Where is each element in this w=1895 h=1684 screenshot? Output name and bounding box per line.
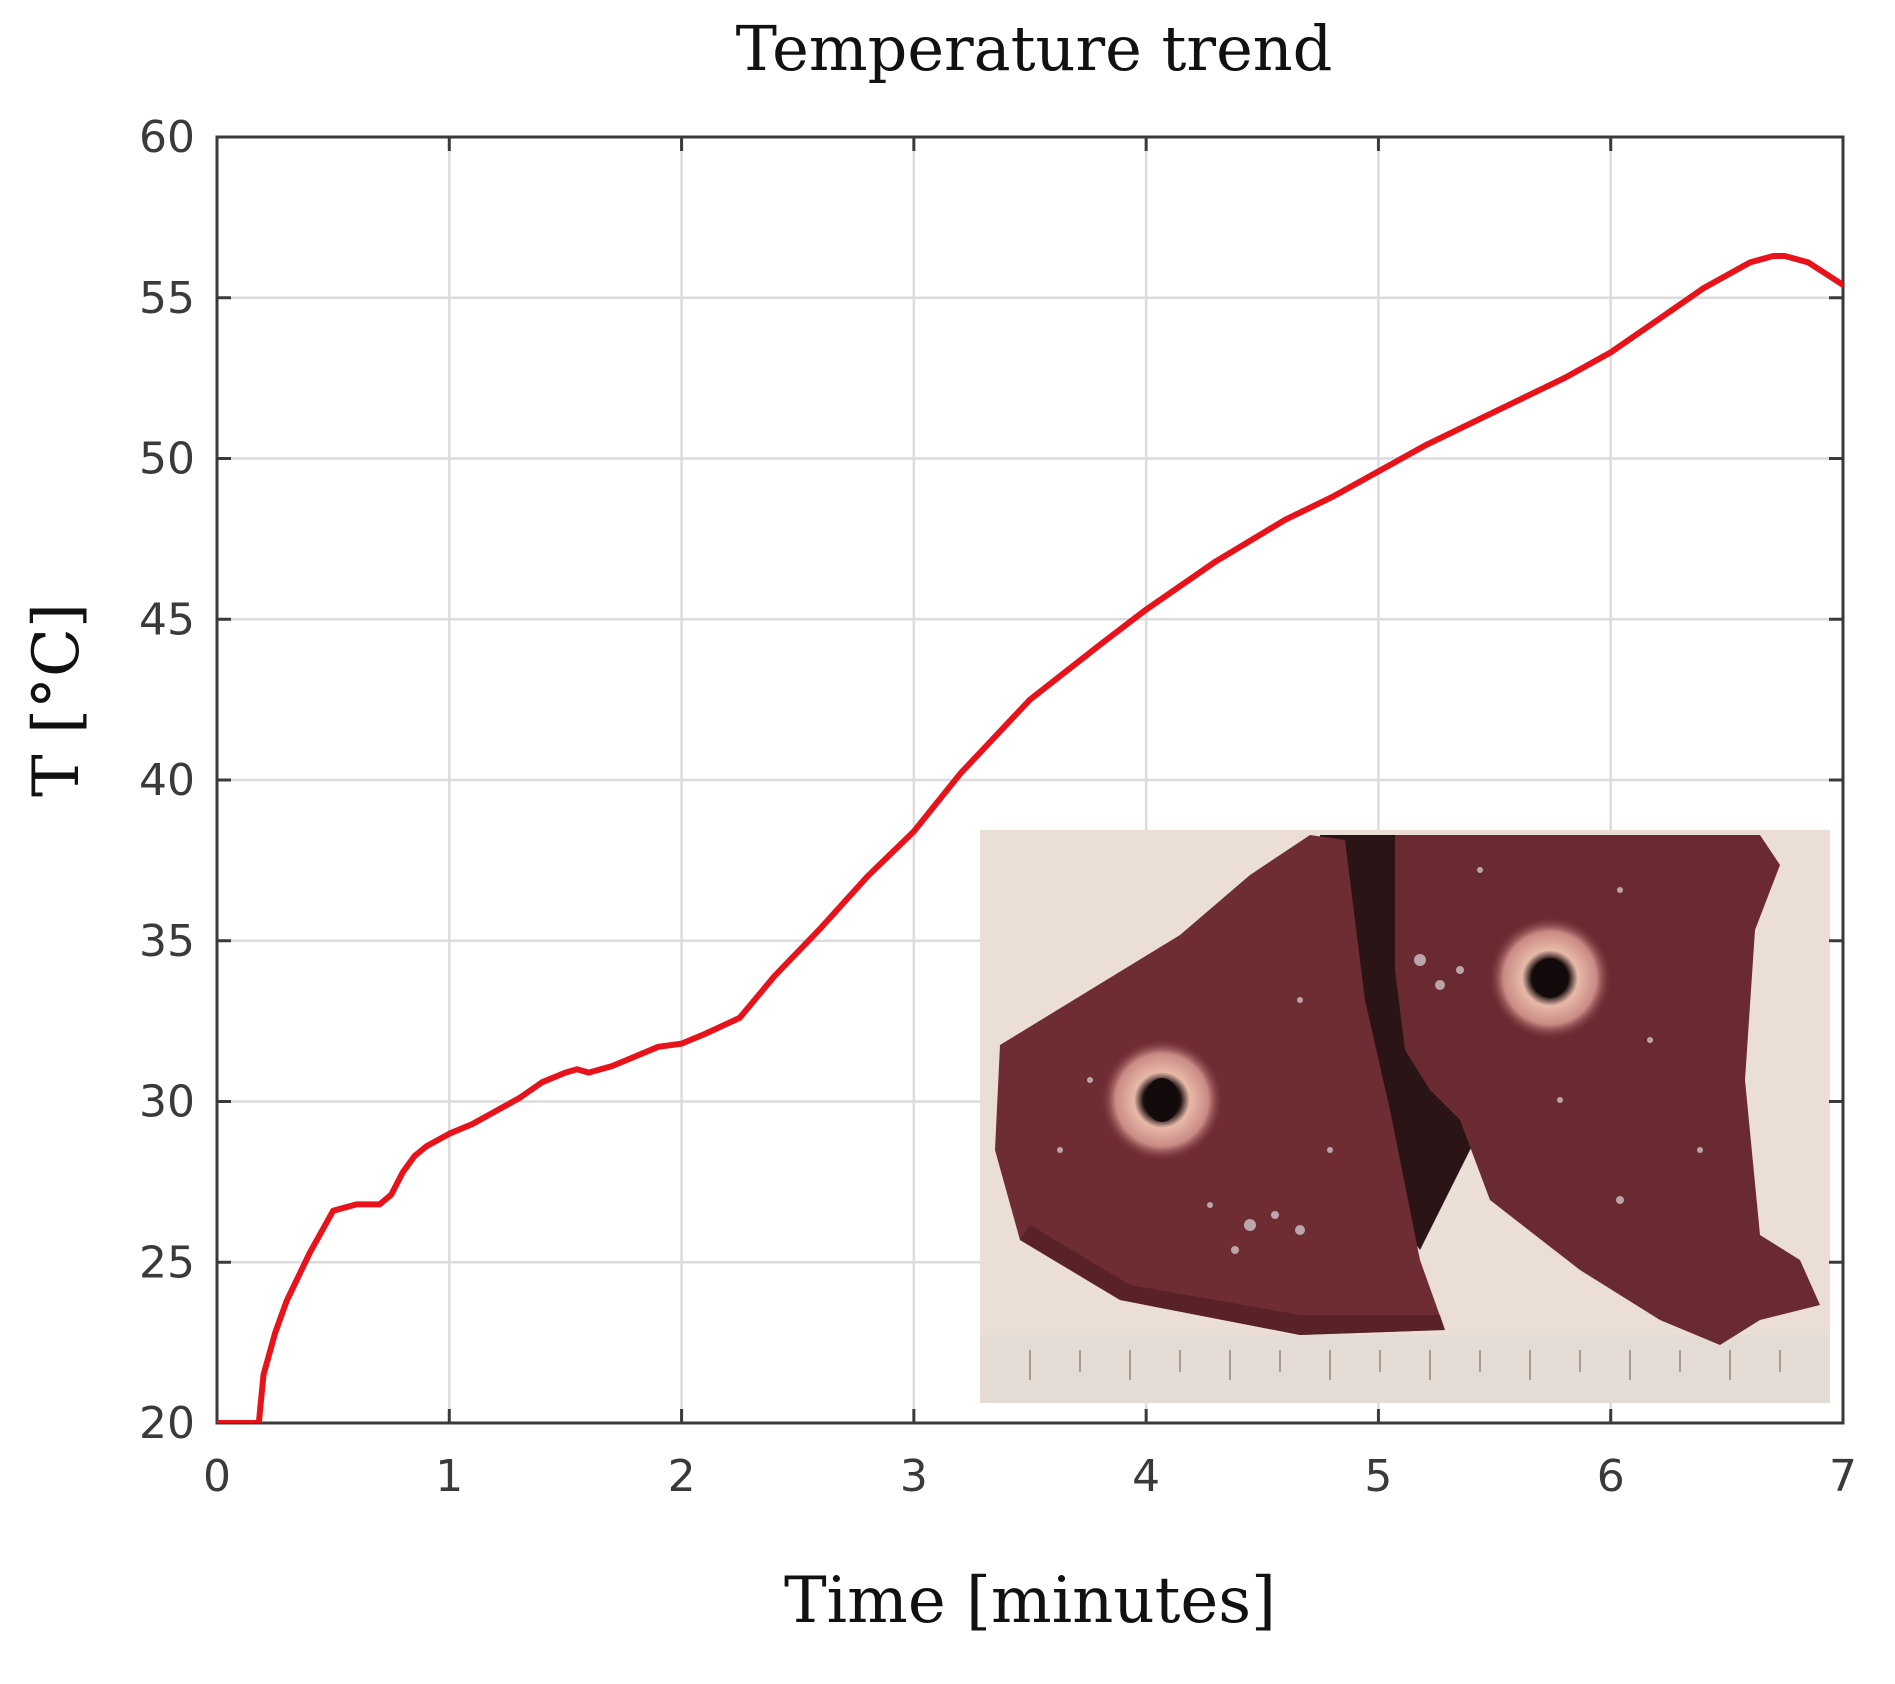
y-tick-label: 60	[139, 112, 195, 163]
y-tick-label: 55	[139, 273, 195, 324]
y-axis-label: T [°C]	[20, 603, 94, 797]
x-tick-label: 6	[1597, 1451, 1625, 1502]
y-tick-label: 30	[139, 1077, 195, 1128]
tissue-photo-inset	[980, 830, 1830, 1403]
y-tick-label: 20	[139, 1398, 195, 1449]
x-tick-label: 0	[203, 1451, 231, 1502]
x-tick-label: 3	[900, 1451, 928, 1502]
y-tick-label: 35	[139, 916, 195, 967]
x-tick-label: 4	[1132, 1451, 1160, 1502]
x-tick-label: 1	[435, 1451, 463, 1502]
y-tick-label: 45	[139, 594, 195, 645]
x-tick-labels: 0 1 2 3 4 5 6 7	[203, 1451, 1857, 1502]
x-tick-label: 7	[1829, 1451, 1857, 1502]
temperature-series-line	[217, 253, 1843, 1423]
x-tick-label: 2	[668, 1451, 696, 1502]
y-tick-labels: 20 25 30 35 40 45 50 55 60	[139, 112, 195, 1449]
tick-marks	[215, 135, 1845, 1425]
y-tick-label: 25	[139, 1237, 195, 1288]
x-axis-label: Time [minutes]	[784, 1564, 1276, 1638]
chart-title: Temperature trend	[736, 12, 1333, 85]
y-tick-label: 40	[139, 755, 195, 806]
y-tick-label: 50	[139, 434, 195, 485]
x-tick-label: 5	[1364, 1451, 1392, 1502]
